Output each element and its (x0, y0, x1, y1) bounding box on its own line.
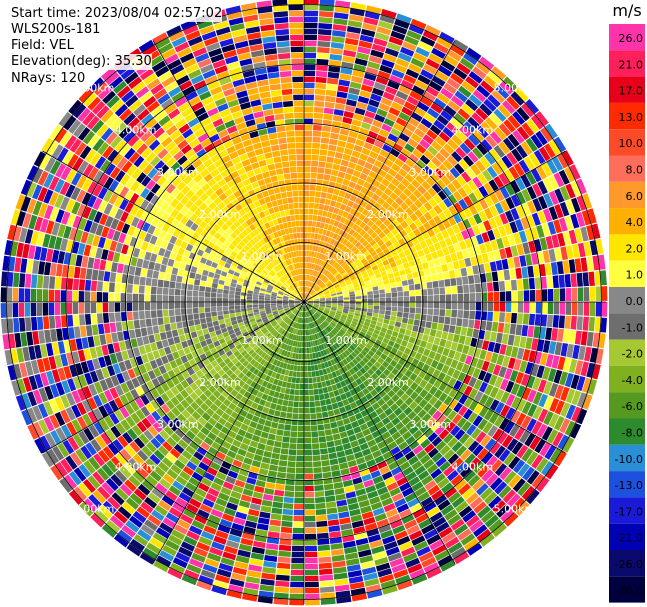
colorbar-swatch (609, 129, 645, 156)
colorbar-tick-label: 13.0 (619, 111, 644, 124)
colorbar-tick-label: -2.0 (622, 348, 643, 361)
colorbar-swatch (609, 497, 645, 524)
colorbar-swatch (609, 313, 645, 340)
colorbar-swatch (609, 339, 645, 366)
colorbar-tick-label: 1.0 (626, 269, 644, 282)
colorbar-tick-label: -4.0 (622, 374, 643, 387)
colorbar-tick-label: -17.0 (615, 505, 643, 518)
range-ring-label: 5.00km (494, 502, 536, 515)
range-ring-label: 1.00km (325, 250, 367, 263)
colorbar-swatch (609, 576, 645, 603)
colorbar-swatch (609, 208, 645, 235)
range-ring-label: 4.00km (115, 124, 157, 137)
colorbar: m/s 26.0 21.0 17.0 13.0 10.0 8.0 6.0 4.0 2.0 1.0 0… (609, 1, 645, 603)
velocity-gate-group (13, 32, 604, 593)
range-ring-label: 2.00km (199, 208, 241, 221)
nrays-label: NRays: 120 (11, 71, 86, 87)
colorbar-swatch (609, 444, 645, 472)
colorbar-swatch (609, 365, 645, 393)
range-ring-label: 3.00km (157, 166, 199, 179)
azimuth-spoke (303, 301, 456, 564)
velocity-gate-group (1, 42, 589, 593)
colorbar-swatch (609, 76, 645, 103)
colorbar-tick-label: -21.0 (615, 532, 643, 545)
colorbar-tick-label: 6.0 (626, 190, 644, 203)
velocity-gate-group (7, 14, 594, 580)
range-ring-label: 3.00km (409, 166, 451, 179)
colorbar-tick-label: 8.0 (626, 164, 644, 177)
colorbar-tick-label: 26.0 (619, 32, 644, 45)
elevation-label: Elevation(deg): 35.30 (11, 54, 152, 70)
range-ring-label: 5.00km (73, 502, 115, 515)
colorbar-tick-label: -13.0 (615, 479, 643, 492)
colorbar-tick-label: -1.0 (622, 321, 643, 334)
colorbar-swatch (609, 471, 645, 498)
colorbar-swatch (609, 418, 645, 445)
colorbar-swatch (609, 50, 645, 77)
colorbar-swatch (609, 392, 645, 419)
colorbar-swatch (609, 550, 645, 577)
colorbar-tick-label: -10.0 (615, 453, 643, 466)
instrument-label: WLS200s-181 (11, 22, 101, 38)
velocity-gate-group (10, 0, 604, 586)
range-ring-label: 4.00km (452, 460, 494, 473)
azimuth-spoke (303, 150, 566, 303)
colorbar-tick-label: 10.0 (619, 137, 644, 150)
colorbar-swatch (609, 287, 645, 314)
colorbar-swatch (609, 181, 645, 209)
colorbar-swatch (609, 155, 645, 182)
velocity-gate-group (15, 5, 606, 606)
start-time-label: Start time: 2023/08/04 02:57:02 (11, 6, 223, 22)
colorbar-tick-label: 4.0 (626, 216, 644, 229)
velocity-gate-group (1, 6, 598, 604)
range-ring-label: 1.00km (325, 334, 367, 347)
range-ring-label: 5.00km (494, 82, 536, 95)
colorbar-tick-label: 2.0 (626, 242, 644, 255)
colorbar-tick-label: -26.0 (615, 558, 643, 571)
colorbar-unit: m/s (612, 1, 641, 20)
colorbar-tick-label: -30.0 (615, 584, 643, 597)
azimuth-spoke (152, 40, 305, 303)
colorbar-tick-label: 21.0 (619, 58, 644, 71)
colorbar-swatch (609, 102, 645, 130)
colorbar-tick-label: -8.0 (622, 427, 643, 440)
colorbar-swatch (609, 234, 645, 261)
field-label: Field: VEL (11, 38, 74, 54)
range-ring-label: 1.00km (241, 250, 283, 263)
range-ring-label: 1.00km (241, 334, 283, 347)
velocity-gate-group (27, 11, 578, 605)
range-ring-label: 3.00km (157, 418, 199, 431)
range-ring-label: 4.00km (115, 460, 157, 473)
velocity-gate-group (13, 5, 607, 605)
velocity-gates (0, 0, 608, 606)
range-ring-label: 2.00km (367, 208, 409, 221)
colorbar-tick-label: 0.0 (626, 295, 644, 308)
range-ring-label: 2.00km (367, 376, 409, 389)
azimuth-spoke (42, 301, 305, 454)
azimuth-spoke (152, 301, 305, 564)
velocity-gate-group (16, 17, 598, 596)
colorbar-swatch (609, 260, 645, 287)
range-azimuth-grid (2, 0, 606, 604)
azimuth-spoke (303, 40, 456, 303)
range-ring-label: 3.00km (409, 418, 451, 431)
ppi-plot: 1.00km 2.00km 3.00km 4.00km 5.00km 1.00km 2.00… (0, 0, 608, 606)
azimuth-spoke (303, 301, 566, 454)
colorbar-tick-label: 17.0 (619, 85, 644, 98)
range-ring-label: 2.00km (199, 376, 241, 389)
azimuth-spoke (42, 150, 305, 303)
colorbar-swatch (609, 523, 645, 550)
range-ring-label: 4.00km (452, 124, 494, 137)
range-ring-labels: 1.00km 2.00km 3.00km 4.00km 5.00km 1.00km 2.00… (73, 82, 535, 516)
colorbar-tick-label: -6.0 (622, 400, 643, 413)
colorbar-swatch (609, 24, 645, 51)
